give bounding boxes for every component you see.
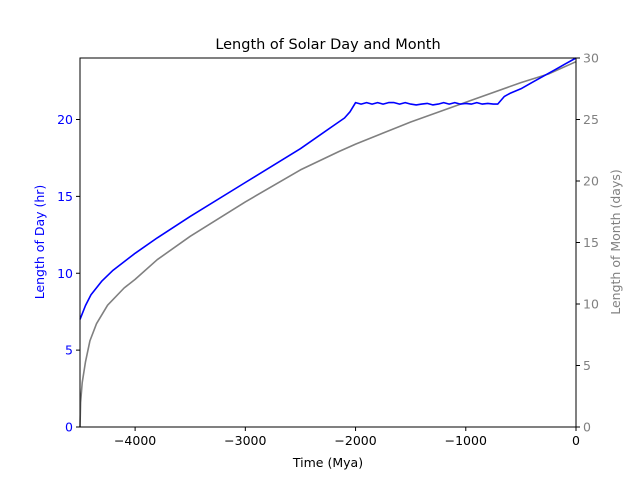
series-line-month: [79, 60, 577, 428]
left-y-axis-label: Length of Day (hr): [32, 185, 47, 300]
left-y-tick-label: 5: [65, 343, 73, 358]
right-y-tick-label: 20: [583, 174, 599, 189]
right-y-tick-label: 10: [583, 297, 599, 312]
plot-frame: [79, 57, 577, 428]
right-y-tick-label: 25: [583, 112, 599, 127]
series-line-day: [79, 57, 577, 320]
left-y-tick-label: 0: [65, 420, 73, 435]
x-tick-label: −3000: [224, 433, 266, 448]
x-tick-label: −4000: [114, 433, 156, 448]
left-y-tick-label: 15: [57, 189, 73, 204]
left-y-tick-label: 10: [57, 266, 73, 281]
x-axis-label: Time (Mya): [292, 455, 363, 470]
x-tick-label: 0: [572, 433, 580, 448]
right-y-tick-label: 15: [583, 235, 599, 250]
right-y-tick-label: 0: [583, 420, 591, 435]
x-tick-label: −2000: [334, 433, 376, 448]
right-y-tick-label: 30: [583, 51, 599, 66]
right-y-tick-label: 5: [583, 358, 591, 373]
left-y-tick-label: 20: [57, 112, 73, 127]
chart-title: Length of Solar Day and Month: [215, 37, 440, 53]
x-tick-label: −1000: [445, 433, 487, 448]
right-y-axis-label: Length of Month (days): [608, 169, 623, 315]
